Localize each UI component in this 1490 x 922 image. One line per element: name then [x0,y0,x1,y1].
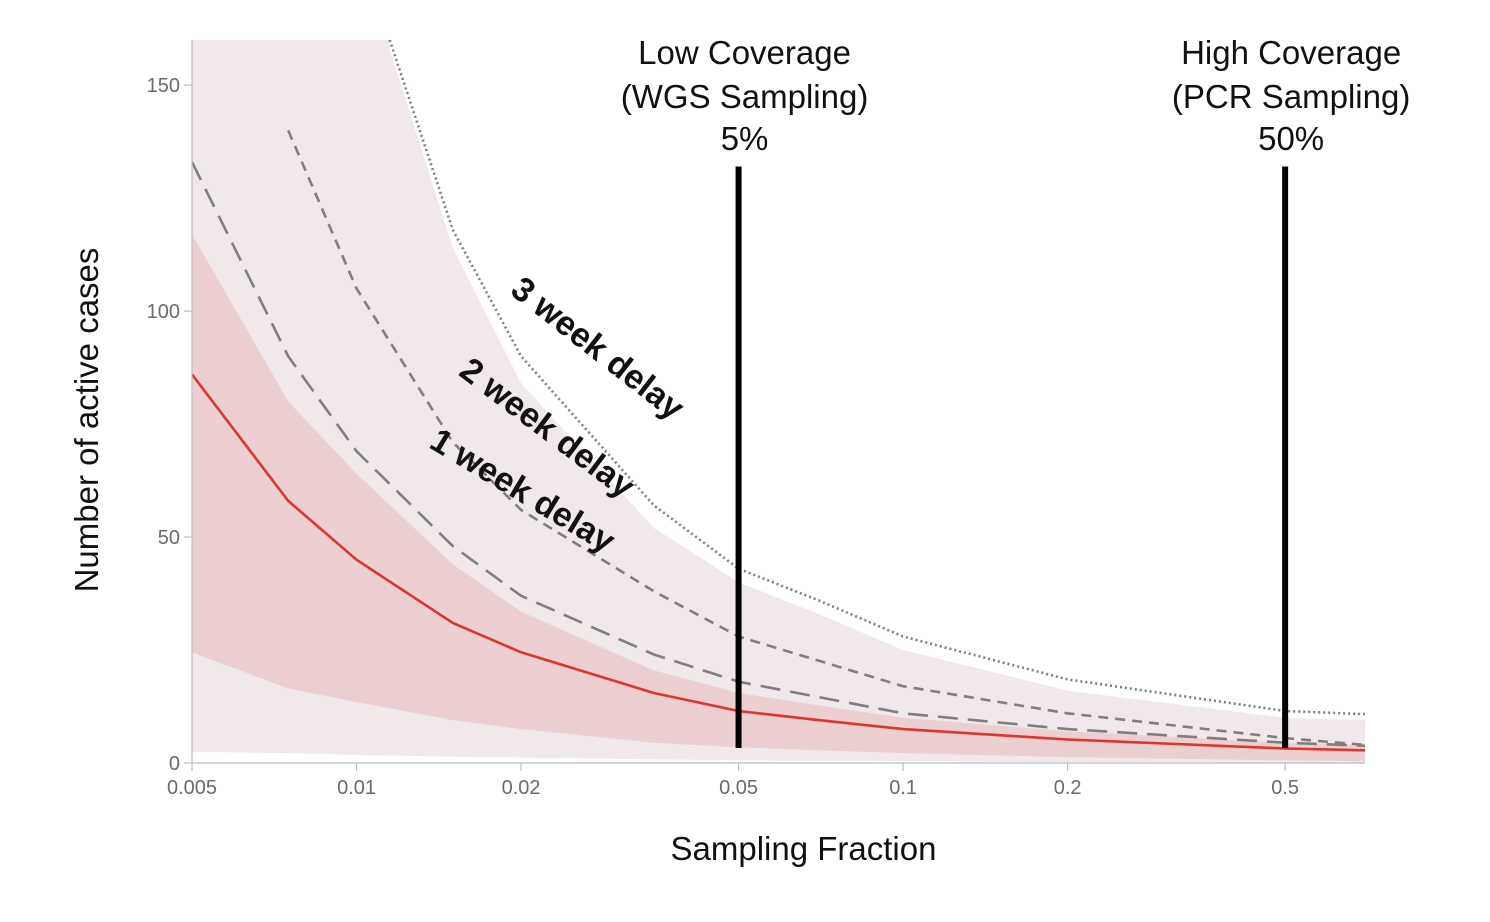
series-line-1 [287,129,1365,747]
coverage-percent: 50% [1258,120,1324,157]
series-line-2 [192,161,1365,748]
series-line-3 [388,40,1365,716]
coverage-percent: 5% [721,120,769,157]
y-tick-label: 100 [147,301,180,323]
x-tick-label: 0.1 [889,777,917,799]
x-tick-label: 0.2 [1054,777,1082,799]
upper-white-region [389,40,1365,721]
coverage-title-line1: Low Coverage [638,34,851,71]
x-tick-label: 0.02 [502,777,541,799]
coverage-title-line2: (PCR Sampling) [1172,78,1410,115]
y-tick-label: 150 [147,75,180,97]
y-axis-title: Number of active cases [68,248,105,593]
x-tick-label: 0.5 [1271,777,1299,799]
x-tick-label: 0.005 [167,777,217,799]
coverage-title-line2: (WGS Sampling) [621,78,869,115]
axes: 0.005 0.01 0.02 0.05 0.1 0.2 0.5 0 50 100 150 Sampl… [68,40,1365,867]
x-axis-title: Sampling Fraction [671,830,937,867]
y-tick-label: 0 [169,753,180,775]
coverage-title-line1: High Coverage [1181,34,1401,71]
x-tick-label: 0.01 [337,777,376,799]
series-line-0 [192,373,1365,752]
x-tick-label: 0.05 [719,777,758,799]
y-tick-label: 50 [158,527,180,549]
band-1-week [192,234,1365,762]
plot-area [192,40,1365,763]
